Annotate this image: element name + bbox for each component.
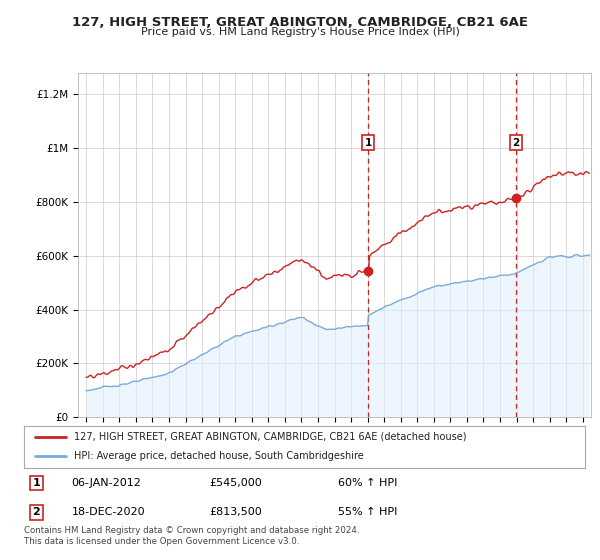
Text: £813,500: £813,500 — [209, 507, 262, 517]
Text: £545,000: £545,000 — [209, 478, 262, 488]
Text: 127, HIGH STREET, GREAT ABINGTON, CAMBRIDGE, CB21 6AE (detached house): 127, HIGH STREET, GREAT ABINGTON, CAMBRI… — [74, 432, 467, 442]
Text: Contains HM Land Registry data © Crown copyright and database right 2024.
This d: Contains HM Land Registry data © Crown c… — [24, 526, 359, 546]
Text: 06-JAN-2012: 06-JAN-2012 — [71, 478, 142, 488]
Text: 2: 2 — [32, 507, 40, 517]
Text: 55% ↑ HPI: 55% ↑ HPI — [338, 507, 398, 517]
Text: HPI: Average price, detached house, South Cambridgeshire: HPI: Average price, detached house, Sout… — [74, 451, 364, 461]
Text: 1: 1 — [364, 138, 372, 148]
Text: Price paid vs. HM Land Registry's House Price Index (HPI): Price paid vs. HM Land Registry's House … — [140, 27, 460, 37]
Text: 60% ↑ HPI: 60% ↑ HPI — [338, 478, 398, 488]
Text: 1: 1 — [32, 478, 40, 488]
Text: 127, HIGH STREET, GREAT ABINGTON, CAMBRIDGE, CB21 6AE: 127, HIGH STREET, GREAT ABINGTON, CAMBRI… — [72, 16, 528, 29]
Text: 18-DEC-2020: 18-DEC-2020 — [71, 507, 145, 517]
Text: 2: 2 — [512, 138, 520, 148]
